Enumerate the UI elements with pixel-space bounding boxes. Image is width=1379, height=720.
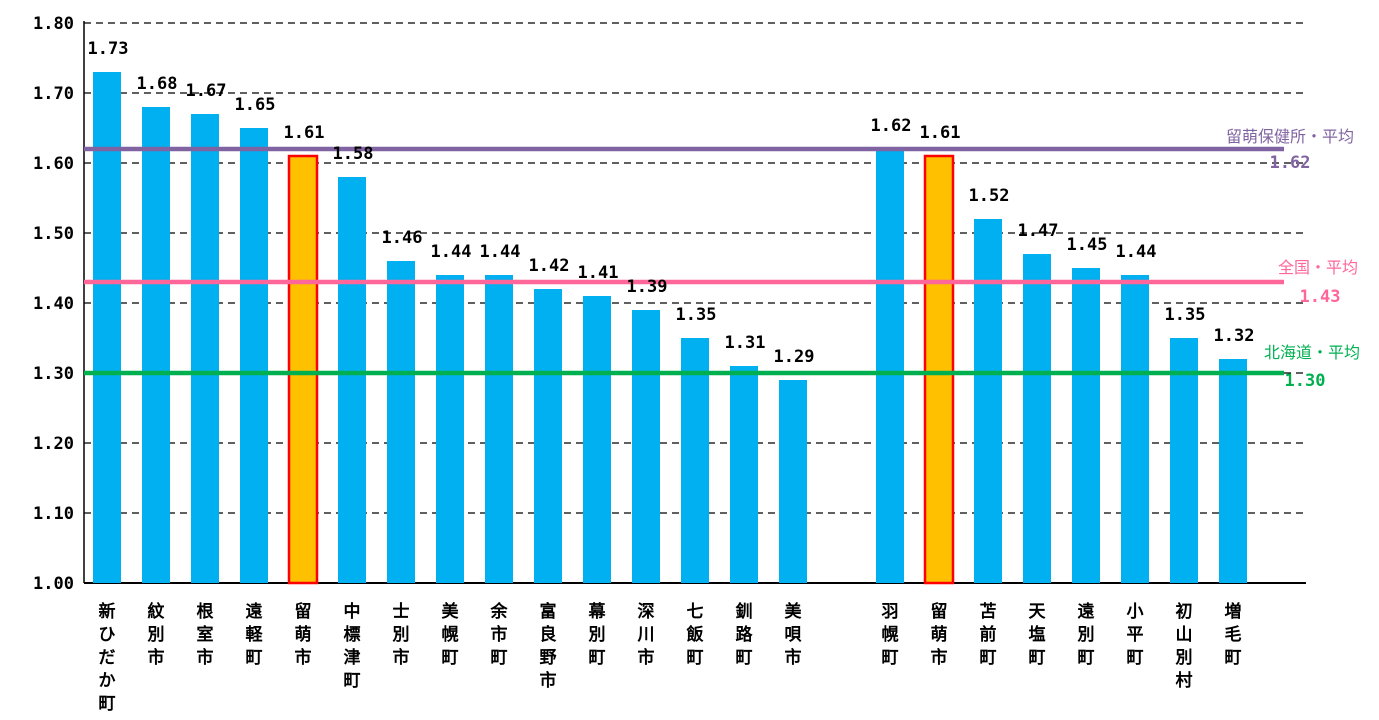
category-label: 富良野市	[540, 601, 557, 691]
y-tick-label: 1.80	[33, 14, 74, 34]
reference-line-name: 北海道・平均	[1264, 343, 1360, 362]
category-label: 釧路町	[736, 601, 754, 668]
y-tick-label: 1.20	[33, 434, 74, 454]
y-tick-label: 1.00	[33, 574, 74, 594]
data-label: 1.35	[1165, 305, 1206, 325]
reference-lines	[84, 146, 1284, 376]
y-tick-label: 1.50	[33, 224, 74, 244]
data-label: 1.46	[382, 228, 423, 248]
category-label: 紋別市	[147, 601, 165, 668]
category-label: 余市町	[490, 601, 509, 668]
category-label: 苫前町	[980, 601, 997, 668]
bar	[338, 177, 366, 583]
value-labels: 1.73 1.68 1.67 1.65 1.61 1.58 1.46 1.44 1.44 1.42…	[88, 39, 1255, 367]
y-tick-label: 1.70	[33, 84, 74, 104]
bar	[876, 149, 904, 583]
bars	[93, 72, 1247, 585]
bar	[974, 219, 1002, 583]
data-label: 1.61	[920, 123, 961, 143]
data-label: 1.31	[725, 333, 766, 353]
category-label: 中標津町	[344, 601, 361, 691]
y-tick-label: 1.30	[33, 364, 74, 384]
data-label: 1.42	[529, 256, 570, 276]
bar	[730, 366, 758, 583]
data-label: 1.73	[88, 39, 129, 59]
data-label: 1.62	[871, 116, 912, 136]
bar	[485, 275, 513, 583]
category-label: 遠軽町	[246, 602, 264, 668]
reference-line-value: 1.43	[1300, 287, 1341, 307]
data-label: 1.44	[480, 242, 521, 262]
data-label: 1.39	[627, 277, 668, 297]
y-tick-label: 1.60	[33, 154, 74, 174]
category-label: 留萌市	[931, 601, 948, 668]
data-label: 1.58	[333, 144, 374, 164]
category-label: 羽幌町	[882, 602, 899, 668]
reference-line-name: 留萌保健所・平均	[1226, 127, 1354, 146]
bar	[1023, 254, 1051, 583]
category-label: 初山別村	[1175, 601, 1193, 691]
category-label: 留萌市	[295, 601, 312, 668]
y-axis: 1.00 1.10 1.20 1.30 1.40 1.50 1.60 1.70 1.80	[33, 14, 1306, 594]
bar	[142, 107, 170, 583]
bar	[534, 289, 562, 583]
data-label: 1.68	[137, 74, 178, 94]
data-label: 1.67	[186, 81, 227, 101]
y-tick-label: 1.10	[33, 504, 74, 524]
data-label: 1.41	[578, 263, 619, 283]
category-label: 根室市	[197, 601, 214, 668]
category-label: 幕別町	[588, 601, 607, 668]
bar	[1170, 338, 1198, 583]
bar	[240, 128, 268, 583]
data-label: 1.47	[1018, 221, 1059, 241]
data-label: 1.45	[1067, 235, 1108, 255]
reference-line-name: 全国・平均	[1278, 258, 1358, 277]
reference-labels: 留萌保健所・平均 1.62 全国・平均 1.43 北海道・平均 1.30	[1226, 127, 1360, 391]
bar	[1219, 359, 1247, 583]
data-label: 1.32	[1214, 326, 1255, 346]
category-labels: 新ひだか町 紋別市 根室市 遠軽町 留萌市 中標津町 士別市 美幌町 余市町 富良野市 幕別町 深川市…	[99, 601, 1242, 714]
bar	[436, 275, 464, 583]
bar	[287, 154, 319, 585]
category-label: 美唄市	[785, 601, 803, 668]
category-label: 七飯町	[686, 602, 704, 668]
bar	[387, 261, 415, 583]
bar	[191, 114, 219, 583]
bar	[923, 154, 955, 585]
category-label: 深川市	[637, 601, 655, 668]
data-label: 1.35	[676, 305, 717, 325]
bar	[1121, 275, 1149, 583]
data-label: 1.29	[774, 347, 815, 367]
bar	[583, 296, 611, 583]
category-label: 天塩町	[1029, 602, 1047, 668]
bar	[632, 310, 660, 583]
data-label: 1.65	[235, 95, 276, 115]
category-label: 遠別町	[1077, 602, 1095, 668]
data-label: 1.61	[284, 123, 325, 143]
bar	[1072, 268, 1100, 583]
data-label: 1.44	[431, 242, 472, 262]
category-label: 士別市	[392, 601, 410, 668]
category-label: 新ひだか町	[99, 601, 116, 714]
bar	[681, 338, 709, 583]
bar	[93, 72, 121, 583]
category-label: 増毛町	[1225, 601, 1242, 668]
reference-line-value: 1.62	[1270, 153, 1311, 173]
reference-line-value: 1.30	[1285, 371, 1326, 391]
data-label: 1.44	[1116, 242, 1157, 262]
bar	[779, 380, 807, 583]
category-label: 美幌町	[442, 601, 460, 668]
data-label: 1.52	[969, 186, 1010, 206]
category-label: 小平町	[1127, 602, 1144, 668]
y-tick-label: 1.40	[33, 294, 74, 314]
